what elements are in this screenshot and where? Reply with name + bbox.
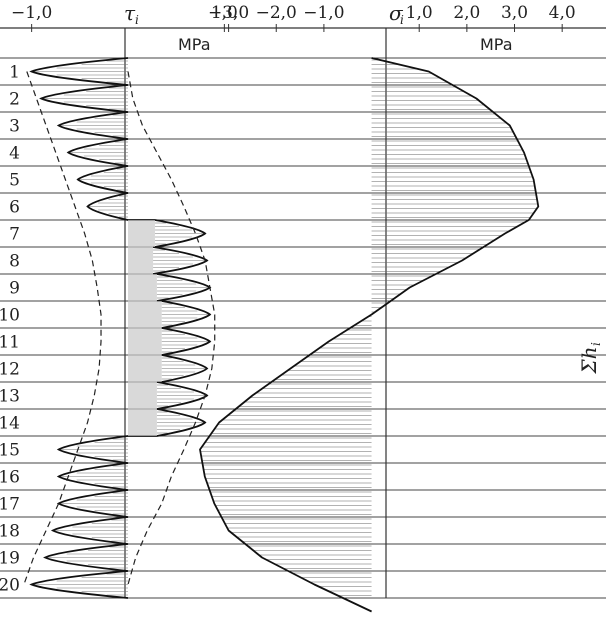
sigma-unit-label: MPa: [480, 35, 513, 54]
tau-offset-strip: [128, 247, 154, 274]
sigma-tick-label: 4,0: [549, 3, 576, 23]
sigma-tick-label: −1,0: [303, 3, 344, 23]
tau-envelope-left: [23, 71, 102, 585]
layer-number-label: 5: [9, 171, 20, 191]
tau-tick-label: −1,0: [11, 3, 52, 23]
layer-number-label: 18: [0, 522, 20, 542]
layer-number-label: 17: [0, 495, 20, 515]
layer-number-label: 6: [9, 198, 20, 218]
layer-number-label: 2: [9, 90, 20, 110]
tau-axis-symbol-sub: i: [135, 13, 139, 27]
sigma-panel: [199, 57, 540, 613]
layer-number-label: 19: [0, 549, 20, 569]
sigma-tick-label: −3,0: [208, 3, 249, 23]
layer-number-label: 20: [0, 576, 20, 596]
layer-number-label: 10: [0, 306, 20, 326]
sigma-stress-curve: [199, 57, 540, 613]
sigma-tick-label: −2,0: [256, 3, 297, 23]
layer-number-label: 3: [9, 117, 20, 137]
sigma-axis-symbol: σ: [389, 1, 404, 25]
tau-offset-strip: [128, 382, 157, 409]
tau-envelope-right: [127, 71, 216, 585]
grid-layer: [0, 24, 606, 599]
right-axis-label-group: Σh i: [577, 342, 603, 375]
tau-offset-strip: [128, 301, 162, 328]
right-axis-label: Σh: [577, 346, 601, 374]
layer-number-label: 4: [9, 144, 20, 164]
tau-unit-label: MPa: [178, 35, 211, 54]
tau-offset-strip: [128, 355, 162, 382]
tau-zigzag-line: [29, 57, 212, 599]
layer-number-label: 16: [0, 468, 20, 488]
sigma-tick-label: 3,0: [501, 3, 528, 23]
layer-number-label: 14: [0, 414, 20, 434]
text-layer: τ i MPa σ i MPa Σh i −1,0 1,0−3,0 −2,0 −1,0…: [0, 1, 603, 596]
layer-number-label: 11: [0, 333, 20, 353]
sigma-tick-label: 2,0: [453, 3, 480, 23]
layer-number-label: 9: [9, 279, 20, 299]
layer-number-label: 12: [0, 360, 20, 380]
tau-offset-strip: [128, 328, 162, 355]
layer-number-label: 7: [9, 225, 20, 245]
layer-number-label: 8: [9, 252, 20, 272]
tau-offset-strip: [128, 220, 155, 247]
tau-panel: [23, 57, 216, 599]
tau-offset-strip: [128, 409, 157, 436]
tau-tick-label: 1,0: [211, 3, 238, 23]
sigma-axis-symbol-sub: i: [400, 13, 404, 27]
right-axis-label-sub: i: [589, 342, 603, 346]
sigma-tick-label: 1,0: [406, 3, 433, 23]
layer-number-label: 1: [9, 63, 20, 83]
layer-number-label: 15: [0, 441, 20, 461]
tau-axis-symbol: τ: [124, 1, 136, 25]
layer-number-label: 13: [0, 387, 20, 407]
tau-offset-strip: [128, 274, 157, 301]
